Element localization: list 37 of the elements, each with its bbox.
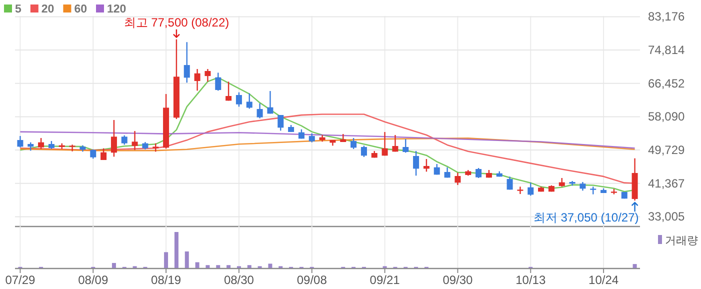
y-tick-label: 41,367 — [648, 176, 686, 190]
y-tick-label: 33,005 — [648, 210, 686, 224]
bar — [632, 264, 637, 268]
annotation: 최고 77,500 (08/22) — [124, 15, 230, 38]
legend-label: 60 — [74, 4, 87, 16]
legend-label: 거래량 — [665, 235, 698, 247]
legend-label: 20 — [41, 4, 54, 16]
annotation: 최저 37,050 (10/27) — [533, 210, 639, 225]
y-tick-label: 74,814 — [648, 43, 686, 58]
legend-label: 5 — [15, 4, 22, 16]
x-tick-label: 07/29 — [5, 273, 36, 287]
bar — [174, 232, 178, 268]
legend-label: 120 — [107, 4, 126, 16]
legend: 거래량 — [658, 235, 698, 247]
y-tick-label: 83,176 — [648, 10, 686, 24]
annotation: 최고 77,500 (08/22) — [124, 15, 230, 30]
bar — [268, 264, 272, 268]
x-tick-label: 10/13 — [516, 273, 546, 287]
y-tick-label: 58,090 — [648, 110, 686, 124]
y-tick-label: 66,452 — [648, 76, 686, 90]
bar — [184, 251, 189, 268]
x-tick-label: 10/24 — [588, 273, 619, 287]
bar — [206, 265, 210, 268]
annotation: 최저 37,050 (10/27) — [533, 202, 639, 225]
x-tick-label: 09/21 — [370, 273, 400, 287]
x-tick-label: 09/30 — [442, 273, 474, 287]
x-tick-label: 08/09 — [78, 273, 108, 287]
bar — [216, 265, 220, 268]
bar — [164, 252, 168, 268]
bar — [195, 262, 200, 268]
bar — [112, 262, 116, 268]
x-tick-label: 08/30 — [224, 273, 254, 287]
y-tick-label: 49,729 — [648, 143, 686, 158]
bar — [226, 265, 231, 268]
x-tick-label: 08/19 — [151, 273, 182, 287]
x-tick-label: 09/08 — [296, 273, 328, 287]
bar — [247, 265, 252, 268]
